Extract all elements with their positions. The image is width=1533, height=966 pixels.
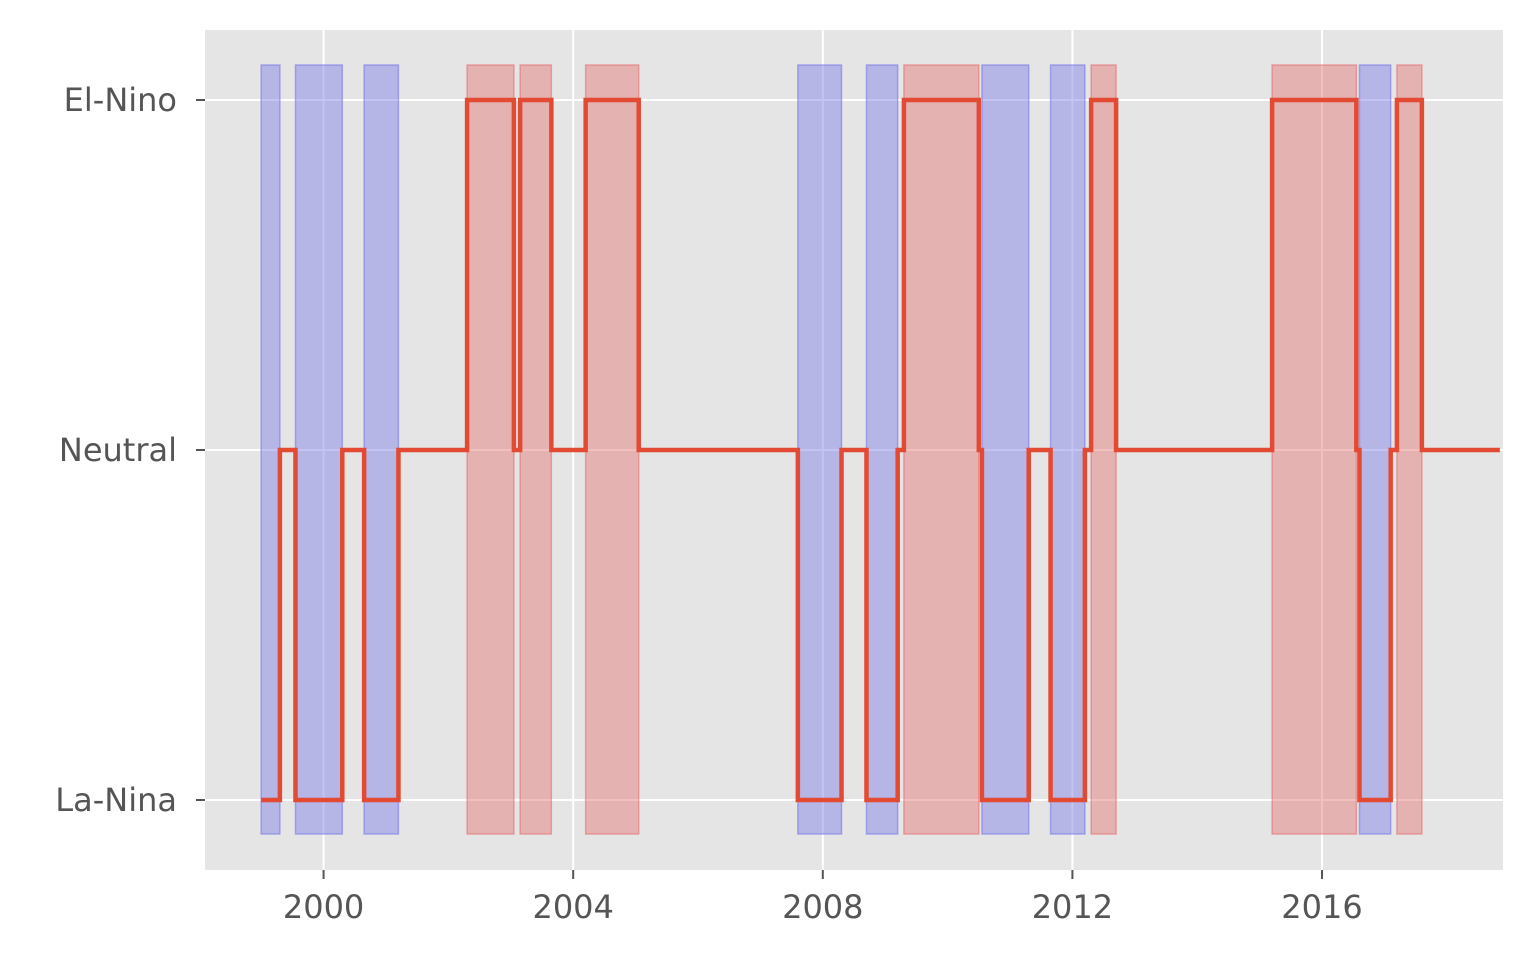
la-nina-band — [260, 64, 281, 835]
el-nino-band — [1271, 64, 1358, 835]
phase-bands — [260, 64, 1423, 835]
y-tick-label: La-Nina — [55, 781, 177, 819]
la-nina-band — [797, 64, 843, 835]
x-tick-label: 2000 — [283, 888, 364, 926]
la-nina-band — [1049, 64, 1086, 835]
el-nino-band — [903, 64, 980, 835]
la-nina-band — [865, 64, 899, 835]
la-nina-band — [294, 64, 344, 835]
la-nina-band — [1358, 64, 1392, 835]
el-nino-band — [466, 64, 515, 835]
x-tick-label: 2004 — [532, 888, 613, 926]
enso-phase-line — [261, 97, 1500, 803]
el-nino-band — [1396, 64, 1423, 835]
x-tick-label: 2016 — [1281, 888, 1362, 926]
y-tick-label: El-Nino — [64, 81, 177, 119]
el-nino-band — [1090, 64, 1117, 835]
la-nina-band — [363, 64, 400, 835]
y-tick-label: Neutral — [59, 431, 177, 469]
x-tick-label: 2012 — [1032, 888, 1113, 926]
el-nino-band — [519, 64, 553, 835]
la-nina-band — [981, 64, 1030, 835]
axis-ticks: 2000 2004 2008 2012 2016 El-Nino Neutral La-Nin… — [55, 81, 1362, 926]
el-nino-band — [584, 64, 640, 835]
x-tick-label: 2008 — [782, 888, 863, 926]
